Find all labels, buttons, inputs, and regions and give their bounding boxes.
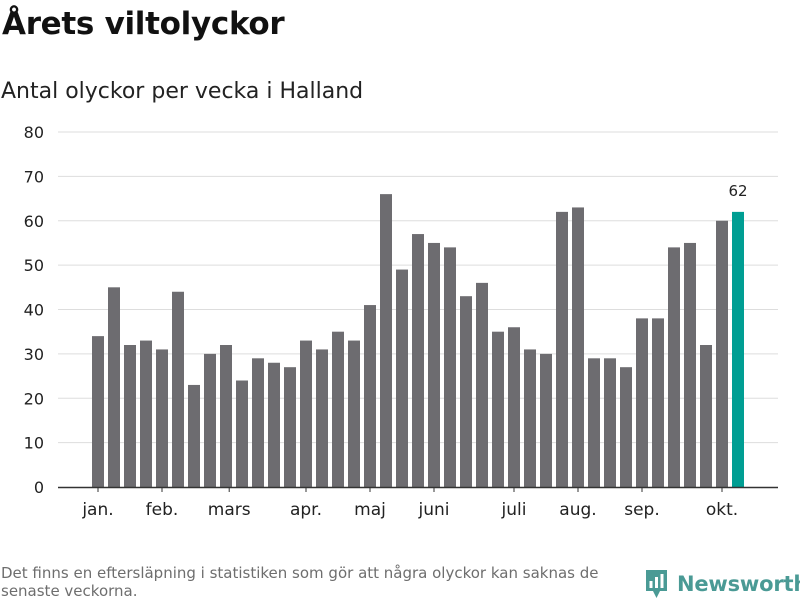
bar <box>108 287 120 487</box>
x-tick-label: jan. <box>81 500 113 520</box>
bar <box>524 349 536 487</box>
highlight-value-label: 62 <box>728 182 747 200</box>
bar <box>476 282 488 487</box>
bar <box>332 331 344 487</box>
x-tick-label: apr. <box>290 500 322 520</box>
x-tick-label: okt. <box>706 500 738 520</box>
bar <box>124 345 136 487</box>
bar <box>508 327 520 487</box>
bar <box>428 242 440 487</box>
bar <box>348 340 360 487</box>
bar <box>252 358 264 487</box>
bar <box>140 340 152 487</box>
bar <box>444 247 456 487</box>
x-tick-label: juli <box>501 500 527 520</box>
bar <box>284 367 296 487</box>
x-tick-label: aug. <box>559 500 596 520</box>
y-tick-label: 70 <box>24 167 44 186</box>
bar <box>316 349 328 487</box>
chart-title: Årets viltolyckor <box>2 6 285 42</box>
bar <box>540 353 552 487</box>
bar <box>268 362 280 487</box>
bar <box>204 353 216 487</box>
x-tick-label: juni <box>418 500 450 520</box>
bar <box>492 331 504 487</box>
y-axis-ticks: 0 10 20 30 40 50 60 70 80 <box>24 123 44 497</box>
x-tick-label: mars <box>208 500 251 520</box>
bar <box>92 336 104 487</box>
bar <box>300 340 312 487</box>
bar <box>684 242 696 487</box>
bar-highlight <box>732 211 744 487</box>
y-tick-label: 30 <box>24 345 44 364</box>
y-tick-label: 80 <box>24 123 44 142</box>
y-tick-label: 0 <box>34 478 44 497</box>
footnote: Det finns en eftersläpning i statistiken… <box>1 564 599 600</box>
bar <box>156 349 168 487</box>
bar <box>380 194 392 487</box>
bar <box>188 384 200 487</box>
x-tick-label: feb. <box>146 500 179 520</box>
bar <box>588 358 600 487</box>
bar <box>556 211 568 487</box>
bar <box>172 291 184 487</box>
brand-name: Newsworthy <box>677 572 800 596</box>
bar <box>396 269 408 487</box>
bar <box>364 305 376 487</box>
data-labels: 62 <box>728 182 747 200</box>
bar <box>604 358 616 487</box>
y-tick-label: 40 <box>24 301 44 320</box>
bar <box>700 345 712 487</box>
bar <box>652 318 664 487</box>
bar <box>668 247 680 487</box>
bar <box>236 380 248 487</box>
y-tick-label: 50 <box>24 256 44 275</box>
chart-subtitle: Antal olyckor per vecka i Halland <box>1 79 364 104</box>
x-tick-label: sep. <box>624 500 660 520</box>
y-tick-label: 60 <box>24 212 44 231</box>
bar <box>620 367 632 487</box>
y-tick-label: 20 <box>24 389 44 408</box>
bar <box>220 345 232 487</box>
brand-logo[interactable]: Newsworthy <box>645 568 800 600</box>
x-tick-label: maj <box>354 500 386 520</box>
bars <box>58 194 778 489</box>
bar <box>460 296 472 487</box>
bar <box>572 207 584 487</box>
bar <box>412 234 424 487</box>
newsworthy-chart-icon <box>646 570 667 598</box>
bar <box>636 318 648 487</box>
x-axis-ticks: jan. feb. mars apr. maj juni juli aug. sep. okt. <box>81 487 738 520</box>
y-tick-label: 10 <box>24 434 44 453</box>
bar <box>716 220 728 487</box>
